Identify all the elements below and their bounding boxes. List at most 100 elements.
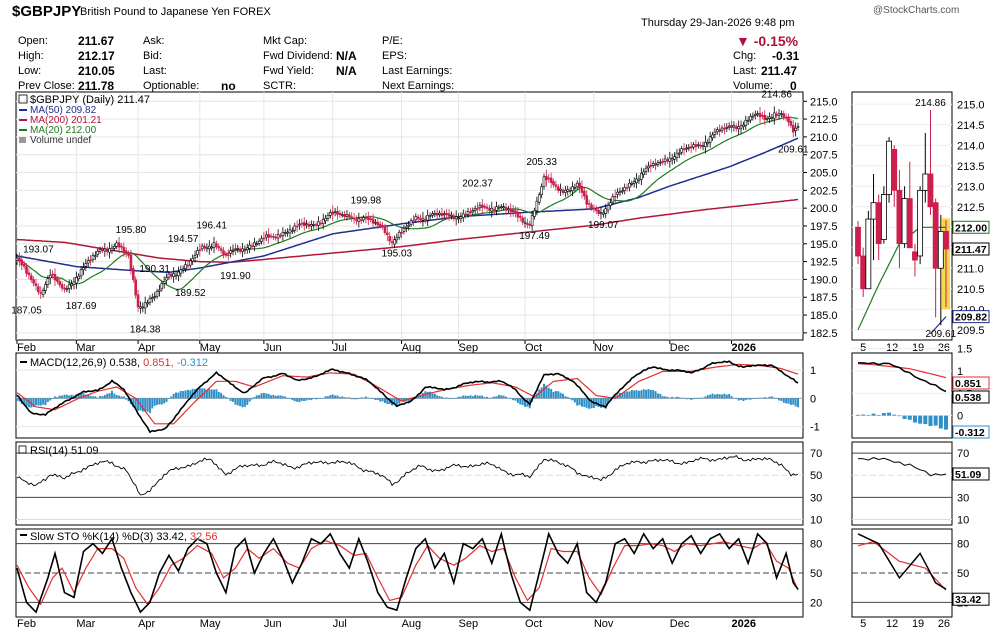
macd-hist-bar <box>46 398 49 402</box>
candle-body <box>67 284 71 289</box>
candle-body <box>326 215 330 219</box>
zoom-date-label: 19 <box>912 342 924 354</box>
stockcharts-watermark: @StockCharts.com <box>873 5 960 16</box>
candle-body <box>454 216 458 220</box>
sto-k-line <box>16 530 799 614</box>
macd-tick-label: 1 <box>810 365 816 377</box>
candle-body <box>594 209 598 211</box>
macd-hist-bar <box>751 398 754 399</box>
macd-hist-bar <box>293 398 296 402</box>
candle-body <box>424 219 427 221</box>
candle-body <box>416 216 420 220</box>
price-tick-label: 212.5 <box>810 114 838 126</box>
candle-body <box>167 273 171 278</box>
rsi-tick-label: 50 <box>810 470 822 482</box>
price-tick-label: 205.0 <box>810 168 838 180</box>
candle-body <box>79 269 83 277</box>
macd-hist-bar <box>163 398 166 404</box>
date-axis: Feb Feb Mar Mar Apr Apr May May Jun Jun Jul Jul Aug A… <box>16 340 756 630</box>
high-value: 212.17 <box>78 49 115 63</box>
candle-body <box>495 206 498 211</box>
zoom-candle-body <box>886 140 892 195</box>
macd-hist-bar <box>205 389 208 399</box>
date-label: Oct <box>525 342 542 354</box>
zoom-date-label: 26 <box>938 618 950 630</box>
macd-hist-bar <box>284 396 287 399</box>
fwd-dividend-label: Fwd Dividend: <box>263 50 333 62</box>
candle-body <box>388 236 391 242</box>
candle-body <box>146 302 149 305</box>
macd-hist-bar <box>393 398 396 405</box>
candle-body <box>310 224 313 227</box>
candle-body <box>331 211 335 215</box>
macd-hist-bar <box>251 398 254 400</box>
zoom-date-label: 5 <box>860 342 866 354</box>
zoom-candle-body <box>932 202 939 269</box>
macd-hist-bar <box>134 398 137 410</box>
candle-body <box>523 221 527 224</box>
macd-hist-bar <box>407 398 410 402</box>
candle-body <box>20 259 24 266</box>
macd-hist-bar <box>16 398 18 401</box>
price-tick-label: 202.5 <box>810 185 838 197</box>
candle-body <box>25 266 28 274</box>
zoom-macd-hist-bar <box>881 413 886 416</box>
macd-hist-bar <box>120 396 123 399</box>
zoom-candle-body <box>865 218 872 290</box>
candle-body <box>37 286 40 293</box>
macd-hist-bar <box>429 391 432 399</box>
candle-body <box>414 216 418 221</box>
price-tick-label: 185.0 <box>810 310 838 322</box>
macd-hist-tag-box <box>952 425 990 439</box>
price-tick-label: 190.0 <box>810 274 838 286</box>
candle-body <box>727 125 731 128</box>
macd-hist-bar <box>369 398 372 399</box>
candle-body <box>737 126 740 130</box>
macd-hist-bar <box>524 398 527 407</box>
candle-body <box>260 238 263 242</box>
price-annotation: 193.07 <box>23 245 54 256</box>
candle-body <box>490 207 494 212</box>
candle-body <box>400 231 403 234</box>
open-label: Open: <box>18 35 48 47</box>
zoom-sto-k-line <box>857 533 947 590</box>
macd-hist-bar <box>445 397 448 399</box>
candle-body <box>618 191 622 194</box>
macd-hist-bar <box>500 395 503 399</box>
macd-hist-bar <box>201 388 204 399</box>
zoom-macd-hist-bar <box>871 413 876 416</box>
candle-body <box>250 245 254 248</box>
candle-body <box>219 248 223 251</box>
zoom-macd-hist-bar <box>928 415 933 426</box>
macd-hist-bar <box>481 395 484 399</box>
ma20-value-tag: 212.00 <box>955 222 987 234</box>
candle-body <box>262 237 266 240</box>
macd-hist-bar <box>158 398 161 405</box>
macd-hist-bar <box>687 398 690 399</box>
candle-body <box>770 117 774 119</box>
candle-body <box>419 218 422 221</box>
macd-hist-bar <box>564 396 567 399</box>
macd-hist-bar <box>186 389 189 399</box>
candle-body <box>426 215 429 221</box>
candle-body <box>174 274 178 277</box>
candle-body <box>556 186 560 191</box>
macd-hist-bar <box>27 398 30 408</box>
prev-close-label: Prev Close: <box>18 80 75 92</box>
macd-hist-bar <box>621 393 624 399</box>
main-panel-frame <box>15 91 804 341</box>
macd-hist-bar <box>118 395 121 399</box>
zoom-candle-body <box>891 148 898 191</box>
macd-hist-bar <box>77 394 80 399</box>
macd-hist-bar <box>177 392 180 399</box>
price-legend: $GBPJPY (Daily) 211.47 MA(50) 209.82 MA(… <box>18 94 150 146</box>
volume-legend-swatch <box>19 137 26 143</box>
macd-hist-bar <box>512 398 515 401</box>
candle-body <box>32 279 35 284</box>
candle-body <box>763 114 767 121</box>
macd-hist-bar <box>144 398 147 412</box>
date-label: 2026 <box>732 618 756 630</box>
candle-body <box>274 236 278 239</box>
macd-hist-bar <box>400 398 403 402</box>
